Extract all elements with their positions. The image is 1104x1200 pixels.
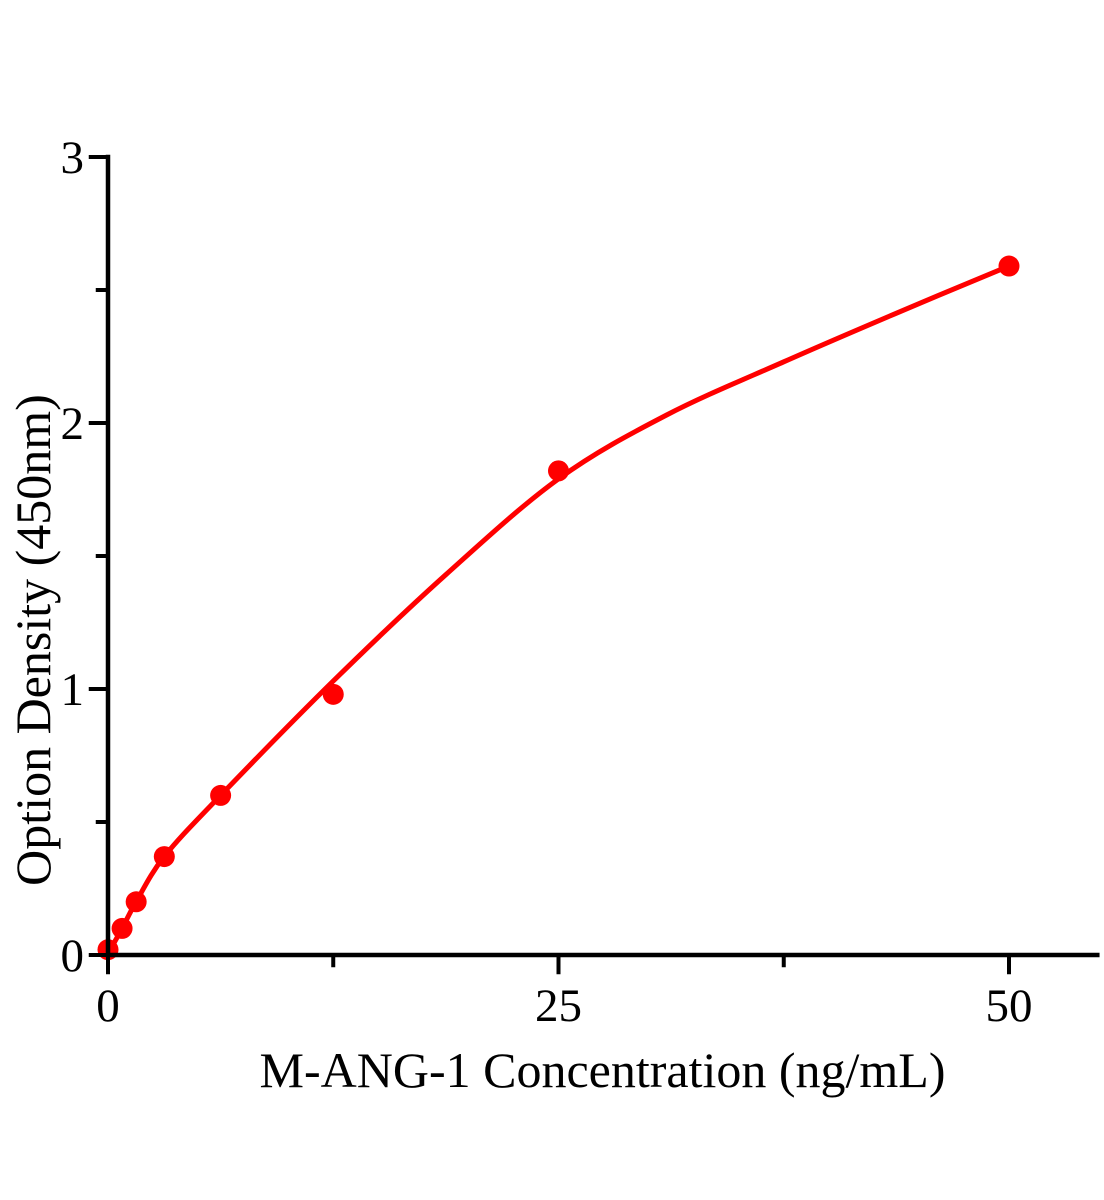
y-axis-label: Option Density (450nm) [5, 394, 61, 886]
data-point [322, 683, 344, 705]
y-tick-label: 1 [61, 664, 85, 716]
data-point [153, 846, 175, 868]
x-tick-label: 25 [535, 980, 582, 1032]
y-tick-label: 0 [61, 930, 85, 982]
y-tick-label: 3 [61, 132, 85, 184]
x-axis-label: M-ANG-1 Concentration (ng/mL) [259, 1042, 946, 1098]
x-tick-label: 0 [96, 980, 120, 1032]
data-point [998, 255, 1020, 277]
y-tick-label: 2 [61, 398, 85, 450]
data-point [111, 917, 133, 939]
x-tick-label: 50 [986, 980, 1033, 1032]
data-point [125, 891, 147, 913]
fit-curve [105, 263, 1012, 957]
data-point [548, 460, 569, 482]
data-point [210, 784, 232, 806]
axes [105, 154, 1100, 958]
